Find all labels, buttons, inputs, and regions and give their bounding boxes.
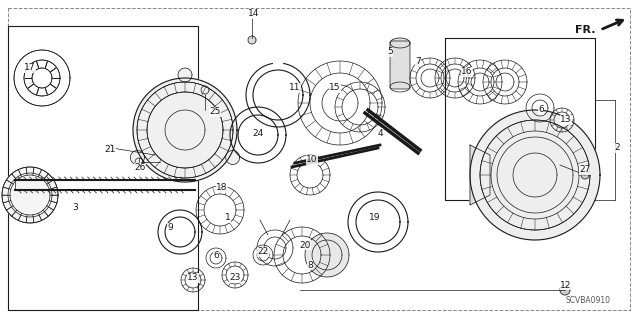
Polygon shape (305, 233, 349, 277)
Text: 19: 19 (369, 213, 381, 222)
Text: 11: 11 (289, 84, 301, 93)
Text: 20: 20 (300, 241, 310, 249)
Text: 14: 14 (248, 10, 260, 19)
Text: 2: 2 (614, 144, 620, 152)
Text: 1: 1 (225, 213, 231, 222)
Text: 8: 8 (307, 261, 313, 270)
Text: 9: 9 (167, 224, 173, 233)
Text: 26: 26 (134, 164, 146, 173)
Text: 3: 3 (72, 204, 78, 212)
Text: FR.: FR. (575, 25, 596, 35)
Polygon shape (248, 36, 256, 44)
Text: 18: 18 (216, 183, 228, 192)
Text: 16: 16 (461, 68, 473, 77)
Text: 17: 17 (24, 63, 36, 72)
FancyBboxPatch shape (14, 50, 70, 106)
Polygon shape (133, 78, 237, 182)
Text: 23: 23 (229, 273, 241, 283)
Text: 4: 4 (377, 129, 383, 137)
Polygon shape (226, 151, 239, 165)
FancyBboxPatch shape (390, 41, 410, 89)
Text: 12: 12 (560, 280, 572, 290)
Text: 21: 21 (104, 145, 116, 154)
Polygon shape (2, 167, 58, 223)
Text: 6: 6 (538, 106, 544, 115)
Text: 10: 10 (307, 155, 317, 165)
Text: 27: 27 (579, 166, 591, 174)
Text: 7: 7 (415, 57, 421, 66)
Polygon shape (131, 151, 145, 165)
Polygon shape (178, 68, 192, 82)
Polygon shape (581, 171, 589, 179)
Text: 22: 22 (257, 248, 269, 256)
Text: 15: 15 (329, 84, 340, 93)
Polygon shape (560, 285, 570, 295)
Text: 5: 5 (387, 48, 393, 56)
Text: SCVBA0910: SCVBA0910 (565, 296, 610, 305)
Text: 6: 6 (213, 251, 219, 261)
Polygon shape (470, 110, 600, 240)
Polygon shape (390, 38, 410, 48)
Text: 13: 13 (560, 115, 572, 124)
Text: 13: 13 (188, 273, 199, 283)
Polygon shape (470, 145, 490, 205)
Text: 24: 24 (252, 129, 264, 137)
Text: 25: 25 (209, 108, 221, 116)
